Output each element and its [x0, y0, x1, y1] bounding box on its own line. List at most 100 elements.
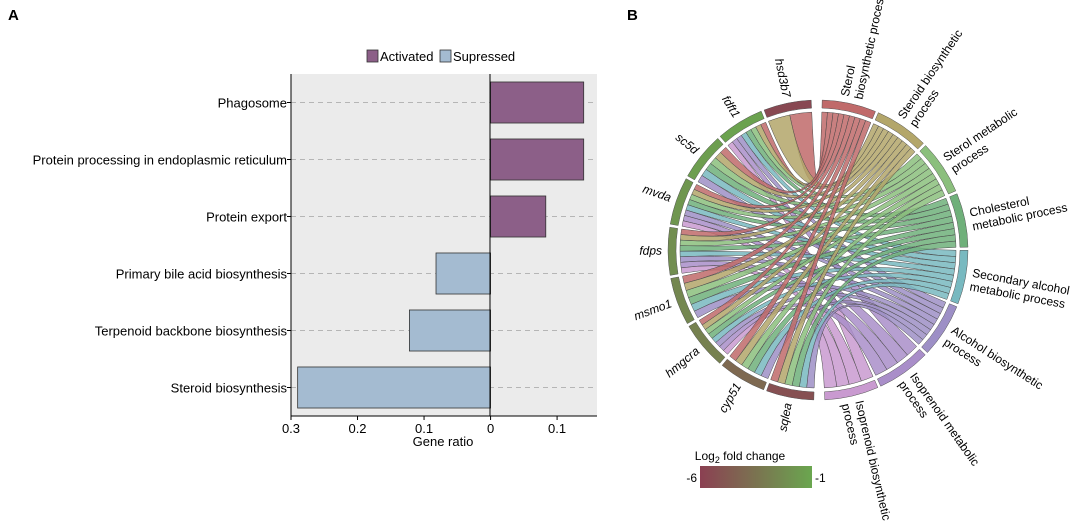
chord-ribbon [741, 183, 943, 370]
term-arc-isoprenoid-metabolic-process [877, 348, 926, 387]
gene-label: hmgcra [662, 344, 702, 381]
term-label: Cholesterolmetabolic process [968, 187, 1068, 234]
bar-steroid-biosynthesis [297, 366, 491, 409]
bar-primary-bile-acid-biosynthesis [435, 252, 491, 295]
colorbar-title: Log2 fold change [695, 449, 786, 465]
chord-ribbon [680, 133, 899, 242]
gene-arc-mvda [669, 178, 694, 226]
bar-protein-processing-in-endoplasmic-reticulum [490, 138, 585, 181]
panel-a-label: A [8, 7, 19, 24]
chord-ribbon [704, 178, 940, 335]
category-label: Protein export [206, 210, 287, 225]
legend-swatch-supressed [439, 49, 452, 63]
gene-label: mvda [641, 182, 674, 205]
gene-arc-hmgcra [688, 321, 726, 364]
chord-ribbon [791, 240, 957, 388]
term-arc-sterol-biosynthetic-process [821, 99, 876, 120]
gene-arc-fdps [667, 226, 679, 276]
term-arc-cholesterol-metabolic-process [949, 193, 969, 248]
x-axis-title: Gene ratio [413, 434, 474, 449]
category-label: Protein processing in endoplasmic reticu… [33, 153, 287, 168]
term-label-line: Isoprenoid biosynthetic [852, 399, 893, 522]
chord-ribbon [701, 140, 908, 330]
x-tick-label: 0.2 [348, 421, 366, 436]
term-label: Steroid biosyntheticprocess [895, 27, 977, 129]
chord-diagram: hsd3b7 fdft1 sc5d mvda fdps msmo1 hmgcra cyp51 s… [632, 0, 1071, 525]
colorbar-max-label: -1 [815, 471, 826, 485]
panel-b-label: B [627, 7, 638, 24]
chord-arcs [667, 99, 969, 401]
gene-label: cyp51 [716, 380, 744, 415]
chord-ribbon [711, 273, 953, 343]
legend-label-supressed: Supressed [453, 49, 515, 64]
term-label-line: Isoprenoid metabolic [907, 370, 982, 469]
legend-swatch-activated [366, 49, 379, 63]
gene-label: fdps [639, 244, 662, 258]
legend-label-activated: Activated [380, 49, 433, 64]
term-label-line: Sterol [838, 64, 858, 98]
gene-arc-hsd3b7 [763, 99, 812, 118]
term-arc-alcohol-biosynthetic-process [921, 303, 958, 353]
chord-ribbon [680, 114, 850, 237]
category-label: Phagosome [218, 96, 287, 111]
term-label: Isoprenoid metabolicprocess [896, 370, 983, 477]
gene-label: sc5d [673, 130, 702, 157]
term-label: Secondary alcoholmetabolic process [969, 266, 1071, 312]
chord-ribbon [770, 120, 872, 383]
gene-arc-sqlea [766, 383, 815, 401]
x-tick-label: 0.1 [415, 421, 433, 436]
x-tick-label: 0 [487, 421, 494, 436]
category-label: Steroid biosynthesis [171, 381, 288, 396]
chord-ribbon [729, 118, 866, 362]
chord-ribbon [754, 278, 952, 377]
term-arc-steroid-biosynthetic-process [874, 112, 924, 150]
legend: Activated Supressed [366, 49, 515, 64]
chord-ribbon [806, 304, 924, 389]
chord-ribbon [784, 189, 946, 386]
gene-arc-fdft1 [719, 110, 765, 143]
gene-label: sqlea [776, 401, 795, 432]
chord-ribbons [679, 111, 957, 389]
bar-phagosome [490, 81, 585, 124]
chord-ribbon [799, 282, 950, 388]
term-label: Sterol metabolicprocess [941, 105, 1028, 176]
bar-terpenoid-backbone-biosynthesis [409, 309, 491, 352]
term-label: Sterolbiosynthetic process [838, 0, 888, 101]
gene-arc-cyp51 [721, 358, 767, 391]
bar-protein-export [490, 195, 547, 238]
colorbar-gradient [700, 466, 812, 488]
chord-ribbon [679, 215, 954, 252]
plot-background [291, 74, 597, 416]
chord-ribbon [777, 147, 916, 385]
x-axis-ticks: 0.3 0.2 0.1 0 0.1 [282, 416, 566, 436]
chord-ribbon [687, 199, 953, 231]
x-tick-label: 0.1 [548, 421, 566, 436]
bar-chart: Phagosome Protein processing in endoplasm… [33, 49, 597, 449]
category-label: Terpenoid backbone biosynthesis [95, 324, 288, 339]
term-label: Isoprenoid biosyntheticprocess [839, 399, 894, 525]
bars [297, 81, 585, 409]
chord-ribbon [727, 141, 874, 382]
term-arc-secondary-alcohol-metabolic-process [950, 249, 969, 305]
gene-label: msmo1 [632, 296, 674, 323]
chord-ribbon [693, 283, 935, 331]
chord-ribbon [698, 116, 861, 326]
term-label: Alcohol biosyntheticprocess [941, 323, 1045, 404]
chord-ribbon [685, 204, 956, 270]
chord-ribbon [680, 265, 850, 387]
gene-label: fdft1 [719, 93, 743, 120]
category-labels: Phagosome Protein processing in endoplasm… [33, 96, 291, 396]
x-tick-label: 0.3 [282, 421, 300, 436]
chord-ribbon [747, 234, 956, 373]
chord-ribbon [735, 143, 912, 366]
gene-arc-msmo1 [670, 276, 695, 324]
colorbar-min-label: -6 [686, 471, 697, 485]
chord-ribbon [720, 112, 839, 194]
gene-arc-sc5d [687, 138, 724, 181]
term-label-line: biosynthetic process [852, 0, 888, 101]
term-arc-sterol-metabolic-process [919, 145, 957, 195]
colorbar: Log2 fold change -6 -1 [686, 449, 826, 488]
category-label: Primary bile acid biosynthesis [116, 267, 288, 282]
term-arc-isoprenoid-biosynthetic-process [824, 379, 879, 401]
